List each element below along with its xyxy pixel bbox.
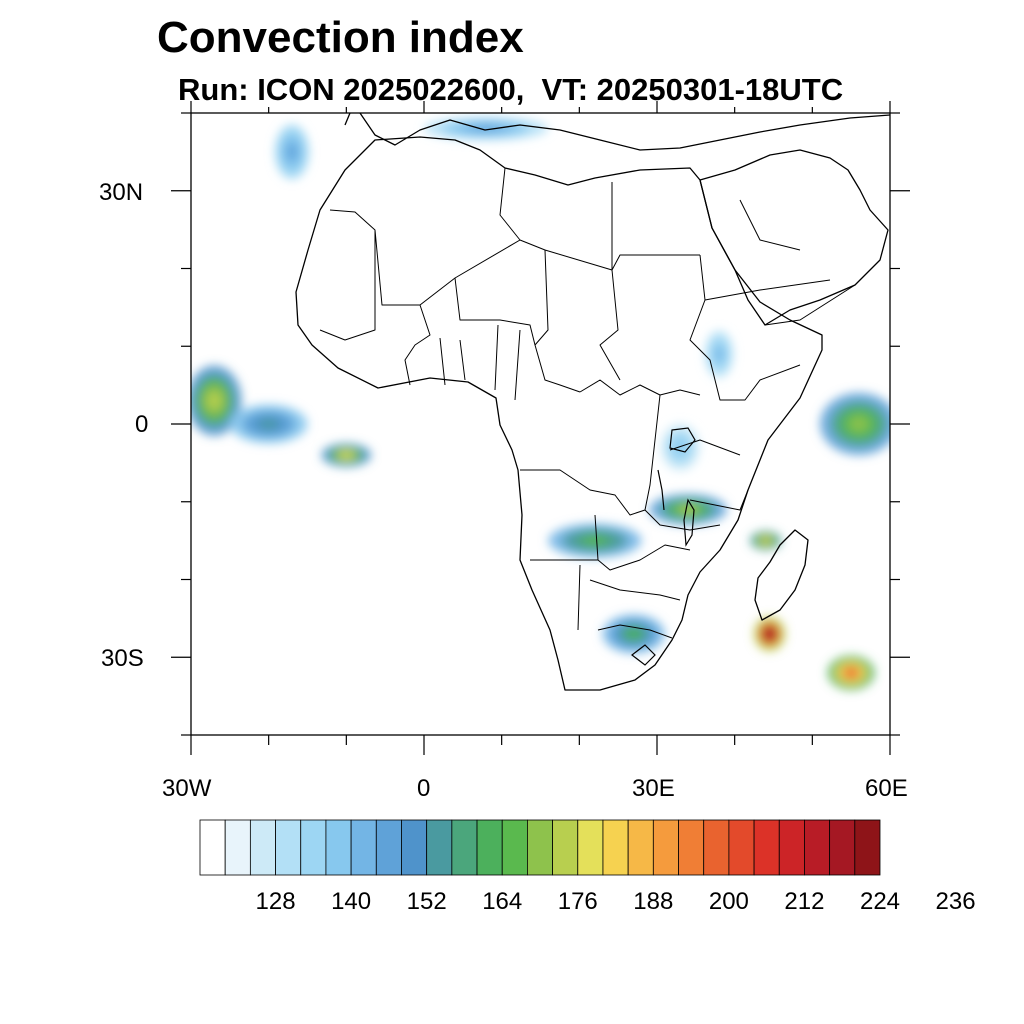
colorbar-label: 224 xyxy=(859,888,901,915)
convection-level-region xyxy=(207,391,222,410)
y-tick-label-30n: 30N xyxy=(99,179,144,206)
lake-victoria-outline xyxy=(669,427,696,453)
colorbar-label: 176 xyxy=(557,888,598,915)
convection-level-region xyxy=(678,505,698,514)
y-tick-label-0: 0 xyxy=(135,411,149,438)
coastline-europe xyxy=(359,113,890,151)
axis-ticks xyxy=(171,101,910,755)
convection-level-region xyxy=(761,538,770,543)
lake-tanganyika-outline xyxy=(657,469,665,511)
coastline-arabia xyxy=(699,149,889,326)
convection-feature-gulf-of-guinea-cell xyxy=(321,443,372,467)
coastline-africa xyxy=(295,113,890,691)
convection-feature-malawi-tanzania-band xyxy=(649,493,727,526)
convection-feature-southern-indian-ocean-cyclone xyxy=(827,655,875,690)
convection-feature-western-indian-ocean-band xyxy=(820,392,890,456)
convection-feature-equatorial-atlantic-band-center xyxy=(229,404,308,444)
lake-malawi-outline xyxy=(683,498,695,547)
x-tick-label-60e: 60E xyxy=(865,775,908,802)
country-borders xyxy=(319,167,856,639)
colorbar-label: 188 xyxy=(633,888,674,915)
colorbar-label: 236 xyxy=(935,888,976,915)
convection-field-layer xyxy=(191,116,890,690)
convection-feature-south-africa-highveld xyxy=(602,614,665,654)
colorbar-label: 164 xyxy=(482,888,523,915)
convection-level-region xyxy=(340,452,353,459)
chart-subtitle: Run: ICON 2025022600, VT: 20250301-18UTC xyxy=(178,72,844,107)
lesotho-outline xyxy=(631,644,656,666)
x-tick-label-0: 0 xyxy=(417,775,431,802)
convection-feature-zambia-angola-band xyxy=(548,523,642,558)
colorbar-label: 212 xyxy=(784,888,825,915)
convection-feature-mediterranean-band xyxy=(424,116,549,141)
convection-feature-mozambique-channel-cell xyxy=(750,531,782,550)
convection-feature-north-atlantic-system xyxy=(274,124,310,180)
convection-level-region xyxy=(258,419,279,429)
convection-feature-equatorial-atlantic-band-west xyxy=(191,365,242,436)
coastline-madagascar xyxy=(754,529,809,621)
convection-level-region xyxy=(287,145,297,159)
x-tick-label-30w: 30W xyxy=(162,775,212,802)
convection-level-region xyxy=(470,125,502,132)
colorbar-label: 140 xyxy=(331,888,372,915)
convection-level-region xyxy=(765,629,774,639)
lakes xyxy=(631,427,696,666)
coastline-africa-outline xyxy=(295,136,823,691)
convection-feature-east-african-lakes xyxy=(660,424,700,471)
coastline-iberia xyxy=(344,113,351,126)
colorbar-label: 128 xyxy=(255,888,296,915)
convection-feature-madagascar-cyclone-core xyxy=(754,616,786,652)
x-tick-label-30e: 30E xyxy=(632,775,675,802)
convection-feature-ethiopian-highlands xyxy=(705,330,734,378)
chart-title: Convection index xyxy=(157,13,524,62)
y-tick-label-30s: 30S xyxy=(101,645,144,672)
colorbar-label: 152 xyxy=(406,888,447,915)
convection-level-region xyxy=(849,416,869,432)
convection-level-region xyxy=(625,629,642,639)
convection-level-region xyxy=(715,348,723,360)
colorbar-label: 200 xyxy=(708,888,749,915)
convection-level-region xyxy=(583,536,607,545)
convection-level-region xyxy=(845,668,857,678)
